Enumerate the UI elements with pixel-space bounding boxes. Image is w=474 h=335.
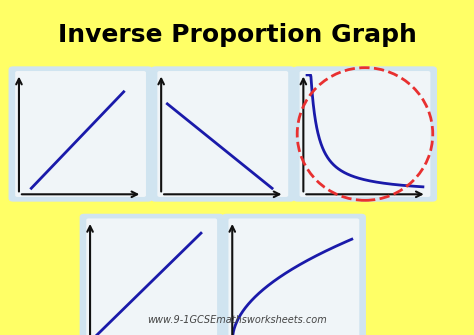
Text: Inverse Proportion Graph: Inverse Proportion Graph (57, 23, 417, 48)
Text: www.9-1GCSEmathsworksheets.com: www.9-1GCSEmathsworksheets.com (147, 315, 327, 325)
